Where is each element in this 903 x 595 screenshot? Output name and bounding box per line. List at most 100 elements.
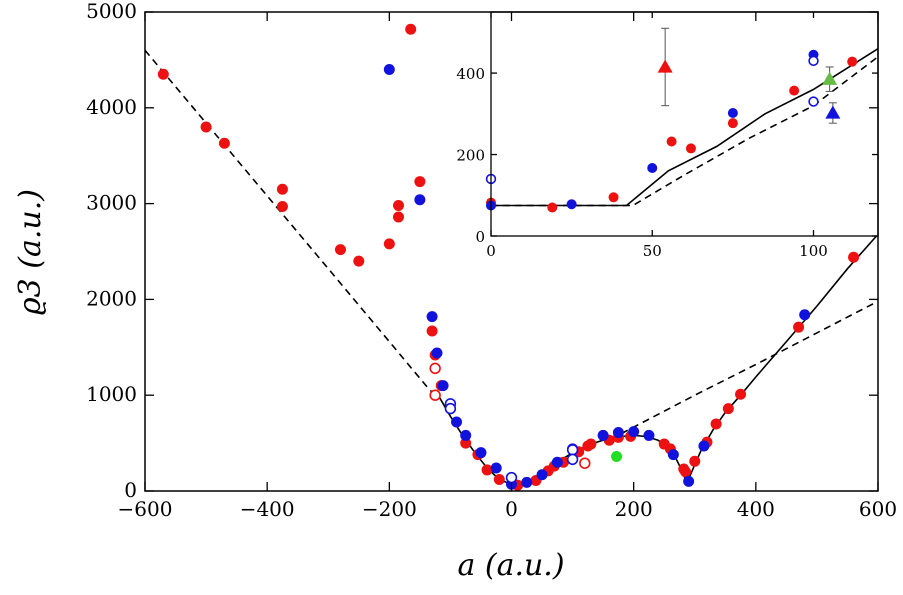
inset-red-filled-circle-point-0-6 bbox=[789, 85, 800, 96]
inset-background bbox=[491, 12, 878, 236]
main-blue-filled-circle-point-2-15 bbox=[612, 427, 624, 439]
main-curve-solid-0 bbox=[437, 233, 878, 486]
main-red-filled-circle-point-0-18 bbox=[493, 474, 505, 486]
main-curve-dashed-2 bbox=[621, 300, 878, 435]
inset-blue-open-circle-point-2-2 bbox=[808, 96, 819, 107]
main-red-filled-circle-point-0-3 bbox=[276, 183, 288, 195]
main-red-filled-circle-point-0-0 bbox=[157, 68, 169, 80]
inset-blue-filled-circle-point-1-3 bbox=[727, 108, 738, 119]
main-red-filled-circle-point-0-7 bbox=[383, 238, 395, 250]
main-red-filled-circle-point-0-17 bbox=[481, 464, 493, 476]
main-y-tick-label-5: 5000 bbox=[86, 0, 137, 23]
main-red-open-circle-point-1-0 bbox=[429, 362, 441, 375]
main-red-filled-circle-point-0-15 bbox=[460, 437, 472, 449]
main-red-filled-circle-point-0-1 bbox=[200, 121, 212, 133]
main-red-filled-circle-point-0-5 bbox=[334, 244, 346, 256]
main-x-tick-label-6: 600 bbox=[859, 497, 897, 521]
main-red-filled-circle-point-0-4 bbox=[276, 200, 288, 212]
main-blue-open-circle-point-3-3 bbox=[566, 444, 579, 456]
main-red-filled-circle-point-0-8 bbox=[392, 211, 404, 223]
main-red-filled-circle-point-0-9 bbox=[392, 200, 404, 212]
main-blue-filled-circle-point-2-5 bbox=[451, 416, 463, 428]
main-blue-filled-circle-point-2-18 bbox=[667, 449, 679, 461]
main-red-filled-circle-point-0-36 bbox=[710, 418, 722, 430]
main-blue-open-circle-point-3-4 bbox=[566, 453, 579, 466]
inset-x-tick-label-1: 50 bbox=[643, 242, 662, 260]
x-axis-label: a (a.u.) bbox=[457, 548, 564, 583]
main-red-filled-circle-point-0-38 bbox=[735, 388, 747, 400]
main-y-tick-label-3: 3000 bbox=[86, 191, 137, 215]
main-y-tick-label-2: 2000 bbox=[86, 286, 137, 310]
main-x-tick-label-1: −400 bbox=[240, 497, 295, 521]
main-green-filled-circle-point-4-0 bbox=[611, 451, 623, 463]
main-red-filled-circle-point-0-10 bbox=[405, 23, 417, 35]
main-blue-open-circle-point-3-2 bbox=[505, 471, 518, 484]
inset-red-filled-circle-point-0-7 bbox=[847, 56, 858, 67]
inset-y-tick-label-0: 0 bbox=[475, 228, 485, 246]
main-blue-filled-circle-point-2-6 bbox=[460, 429, 472, 441]
main-axis-ticks: −600 −400 −200 0 200 400 600010002000300040005… bbox=[86, 0, 897, 521]
main-x-tick-label-5: 400 bbox=[737, 497, 775, 521]
inset-blue-filled-triangle-point-5-0 bbox=[825, 105, 841, 119]
main-red-filled-circle-point-0-37 bbox=[722, 403, 734, 415]
main-red-open-circle-point-1-2 bbox=[579, 457, 591, 469]
inset-axis-ticks: 0 50 100 0 200 400 bbox=[456, 12, 878, 260]
main-blue-filled-circle-point-2-10 bbox=[521, 476, 533, 488]
inset-y-tick-label-2: 400 bbox=[456, 65, 485, 83]
inset-curve-dashed-1 bbox=[491, 56, 878, 207]
inset-red-filled-circle-point-0-1 bbox=[547, 202, 558, 213]
main-red-filled-circle-point-0-11 bbox=[414, 176, 426, 188]
main-blue-open-circle-point-3-1 bbox=[444, 402, 457, 415]
main-red-filled-circle-point-0-6 bbox=[353, 255, 365, 267]
inset-green_triangle-filled-triangle-point-4-0 bbox=[822, 71, 838, 85]
main-x-tick-label-4: 200 bbox=[615, 497, 653, 521]
main-curve-dashed-1 bbox=[145, 49, 439, 400]
main-blue-filled-circle-point-2-14 bbox=[597, 429, 609, 441]
main-red-filled-circle-point-0-26 bbox=[585, 438, 597, 450]
main-blue-filled-circle-point-2-16 bbox=[628, 426, 640, 438]
main-blue-filled-circle-point-2-19 bbox=[683, 475, 695, 487]
y-axis-label: ϱ3 (a.u.) bbox=[13, 189, 48, 315]
main-red-open-circle-point-1-1 bbox=[429, 389, 441, 401]
inset-blue-filled-circle-point-1-1 bbox=[566, 199, 577, 210]
main-blue-filled-circle-point-2-0 bbox=[383, 63, 395, 75]
main-x-tick-label-2: −200 bbox=[362, 497, 417, 521]
main-y-tick-label-1: 1000 bbox=[86, 382, 137, 406]
main-blue-filled-circle-point-2-8 bbox=[490, 462, 502, 474]
inset-red-filled-circle-point-0-3 bbox=[666, 136, 677, 147]
inset-lines-layer bbox=[491, 48, 878, 207]
inset-points-layer bbox=[485, 27, 858, 213]
main-blue-filled-circle-point-2-11 bbox=[536, 469, 548, 481]
main-y-tick-label-4: 4000 bbox=[86, 95, 137, 119]
main-blue-filled-circle-point-2-7 bbox=[475, 447, 487, 459]
main-blue-filled-circle-point-2-20 bbox=[698, 440, 710, 452]
main-points-layer bbox=[157, 23, 860, 491]
main-y-tick-label-0: 0 bbox=[124, 478, 137, 502]
main-blue-filled-circle-point-2-2 bbox=[426, 311, 438, 323]
main-blue-filled-circle-point-2-21 bbox=[799, 309, 811, 321]
main-red-filled-circle-point-0-2 bbox=[218, 137, 230, 149]
main-x-tick-label-0: −600 bbox=[118, 497, 173, 521]
inset-x-tick-label-0: 0 bbox=[486, 242, 496, 260]
inset-y-tick-label-1: 200 bbox=[456, 147, 485, 165]
main-blue-filled-circle-point-2-17 bbox=[643, 429, 655, 441]
inset-red-filled-circle-point-0-4 bbox=[685, 143, 696, 154]
inset-red-filled-circle-point-0-2 bbox=[608, 192, 619, 203]
main-x-tick-label-3: 0 bbox=[505, 497, 518, 521]
main-red-filled-circle-point-0-34 bbox=[689, 455, 701, 467]
main-blue-filled-circle-point-2-4 bbox=[437, 380, 449, 392]
inset-blue-filled-circle-point-1-2 bbox=[647, 162, 658, 173]
main-blue-filled-circle-point-2-3 bbox=[431, 347, 443, 359]
inset-red-filled-circle-point-0-5 bbox=[727, 118, 738, 129]
main-blue-filled-circle-point-2-1 bbox=[414, 194, 426, 206]
inset-x-tick-label-2: 100 bbox=[799, 242, 828, 260]
main-red-filled-circle-point-0-39 bbox=[793, 321, 805, 333]
main-red-filled-circle-point-0-12 bbox=[426, 325, 438, 337]
main-red-filled-circle-point-0-33 bbox=[680, 466, 692, 478]
inset-red-filled-triangle-point-3-0 bbox=[657, 59, 673, 73]
inset-blue-open-circle-point-2-1 bbox=[808, 55, 819, 67]
main-red-filled-circle-point-0-40 bbox=[848, 251, 860, 263]
main-blue-filled-circle-point-2-12 bbox=[551, 456, 563, 468]
